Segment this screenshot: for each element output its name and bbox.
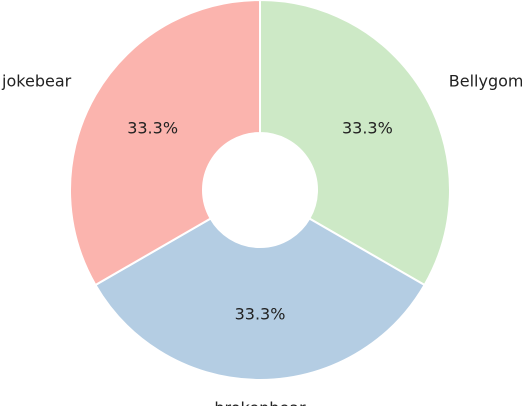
category-label-brokenbear: brokenbear [214, 399, 306, 406]
category-label-bellygom: Bellygom [449, 72, 522, 91]
slice-jokebear [69, 0, 261, 287]
category-label-jokebear: jokebear [1, 72, 72, 91]
chart-labels: 33.3% Bellygom 33.3% brokenbear 33.3% jokebea… [1, 72, 522, 406]
slice-bellygom [259, 0, 451, 287]
slice-brokenbear [94, 217, 426, 381]
chart-slices [69, 0, 451, 381]
percent-label-brokenbear: 33.3% [235, 305, 286, 324]
percent-label-jokebear: 33.3% [127, 119, 178, 138]
percent-label-bellygom: 33.3% [342, 119, 393, 138]
